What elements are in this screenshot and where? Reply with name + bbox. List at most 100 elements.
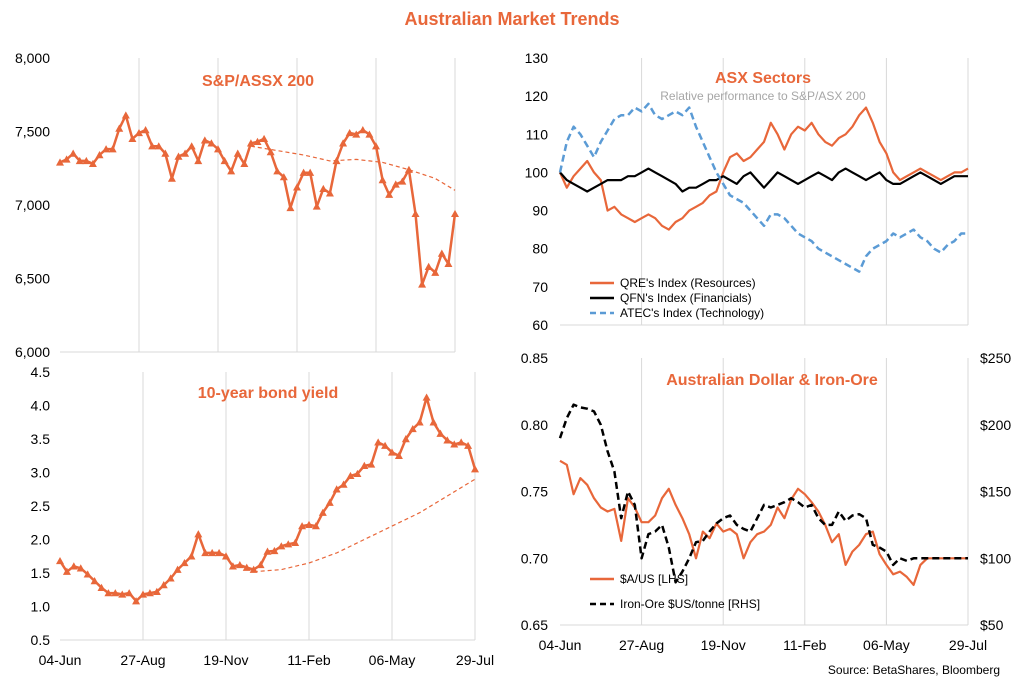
bond-x-tick-label: 04-Jun xyxy=(39,652,82,668)
asx200-data-point xyxy=(181,149,190,157)
bond-data-point xyxy=(69,562,78,570)
bond-data-point xyxy=(457,438,466,446)
bond-data-point xyxy=(443,436,452,444)
bond-x-tick-label: 29-Jul xyxy=(456,652,494,668)
bond-y-tick-label: 3.5 xyxy=(31,431,51,447)
bond-data-point xyxy=(194,530,203,538)
bond-data-point xyxy=(305,520,313,528)
asx200-data-point xyxy=(253,137,262,145)
asx200-y-tick-label: 8,000 xyxy=(15,50,50,66)
bond-y-tick-label: 0.5 xyxy=(31,632,51,648)
asx200-data-point xyxy=(411,209,420,218)
aud-y-tick-label: 0.75 xyxy=(521,484,548,500)
asx200-data-point xyxy=(135,128,143,137)
bond-data-point xyxy=(208,548,217,557)
bond-data-point xyxy=(62,567,71,575)
asx200-data-point xyxy=(293,183,301,191)
bond-data-point xyxy=(464,441,473,449)
asx200-y-tick-label: 7,000 xyxy=(15,197,50,213)
asx200-data-point xyxy=(431,268,440,276)
asx200-data-point xyxy=(69,149,78,157)
asx200-y-tick-label: 6,500 xyxy=(15,271,50,287)
aud-iron-ore-chart: 0.65 0.70 0.75 0.80 0.85 $50 $100 $150 $200 $250 0… xyxy=(521,350,1012,653)
bond-data-point xyxy=(284,540,293,548)
bond-data-point xyxy=(353,469,362,478)
aud-x-tick-label: 11-Feb xyxy=(783,637,827,653)
asx200-title: S&P/ASSX 200 xyxy=(202,73,314,90)
bond-series-1-line xyxy=(253,478,476,573)
bond-y-tick-label: 1.0 xyxy=(31,599,51,615)
sectors-y-tick-label: 120 xyxy=(525,88,549,104)
sectors-y-tick-label: 130 xyxy=(525,50,549,66)
aud-series-1-line xyxy=(558,403,968,584)
aud-y-tick-label: 0.80 xyxy=(521,417,548,433)
sectors-y-tick-label: 80 xyxy=(532,241,548,257)
bond-data-point xyxy=(346,471,355,480)
aud-series-0-line xyxy=(559,459,968,586)
asx200-data-point xyxy=(312,202,321,210)
aud-x-tick-label: 19-Nov xyxy=(701,637,746,653)
bond-data-point xyxy=(242,563,251,571)
bond-data-point xyxy=(360,461,369,469)
bond-data-point xyxy=(450,440,459,448)
sectors-legend-label-0: QRE's Index (Resources) xyxy=(620,276,756,290)
asx200-data-point xyxy=(62,155,71,163)
asx200-data-point xyxy=(102,145,111,153)
bond-data-point xyxy=(90,577,99,585)
asx200-data-point xyxy=(240,159,249,168)
bond-data-point xyxy=(367,460,376,468)
aud-y2-tick-label: $100 xyxy=(980,550,1011,566)
bond-data-point xyxy=(436,429,445,437)
aud-x-tick-label: 27-Aug xyxy=(619,637,664,653)
bond-data-point xyxy=(222,552,230,560)
bond-x-tick-label: 19-Nov xyxy=(203,652,248,668)
asx200-data-point xyxy=(398,177,407,185)
bond-data-point xyxy=(332,485,341,493)
aud-title: Australian Dollar & Iron-Ore xyxy=(666,372,878,389)
bond-data-point xyxy=(256,560,265,569)
sectors-series-1-line xyxy=(559,167,968,193)
asx200-data-point xyxy=(214,145,222,153)
aud-x-tick-label: 04-Jun xyxy=(539,637,582,653)
asx200-data-point xyxy=(451,209,459,218)
asx200-data-point xyxy=(260,134,269,143)
asx200-data-point xyxy=(161,149,170,157)
asx200-data-point xyxy=(325,189,334,197)
asx200-data-point xyxy=(227,167,236,175)
bond-data-point xyxy=(125,589,134,597)
bond-data-point xyxy=(339,480,348,488)
asx200-data-point xyxy=(352,130,361,138)
bond-data-point xyxy=(145,589,154,597)
bond-data-point xyxy=(270,546,279,555)
asx200-data-point xyxy=(115,124,124,132)
sectors-y-tick-label: 90 xyxy=(532,203,548,219)
sectors-legend-label-1: QFN's Index (Financials) xyxy=(620,291,752,305)
aud-y-tick-label: 0.65 xyxy=(521,617,548,633)
bond-data-point xyxy=(235,560,244,569)
sectors-y-tick-label: 110 xyxy=(526,126,549,142)
asx200-data-point xyxy=(339,139,348,147)
asx200-data-point xyxy=(194,156,203,165)
bond-data-point xyxy=(325,498,334,506)
bond-x-tick-label: 11-Feb xyxy=(287,652,331,668)
asx-sectors-chart: 60 70 80 90 100 110 120 130 ASX Sectors Relative … xyxy=(525,50,969,333)
sectors-series-2-line xyxy=(558,102,968,273)
asx200-data-point xyxy=(82,156,91,165)
bond-yield-chart: 0.5 1.0 1.5 2.0 2.5 3.0 3.5 4.0 4.5 04-Jun 27-Aug 1… xyxy=(31,364,495,668)
asx200-data-point xyxy=(95,151,104,159)
bond-data-point xyxy=(76,564,85,572)
asx200-data-point xyxy=(286,203,295,212)
bond-data-point xyxy=(215,548,224,557)
bond-data-point xyxy=(173,565,182,573)
aud-x-tick-label: 29-Jul xyxy=(949,637,987,653)
bond-data-point xyxy=(104,589,113,597)
asx200-data-point xyxy=(444,259,453,267)
asx200-data-point xyxy=(437,249,446,257)
asx200-data-point xyxy=(187,142,196,150)
bond-data-point xyxy=(311,522,320,530)
sectors-title: ASX Sectors xyxy=(715,70,811,87)
asx200-data-point xyxy=(418,280,427,288)
asx200-data-point xyxy=(154,142,163,150)
sectors-y-tick-label: 60 xyxy=(532,317,548,333)
bond-data-point xyxy=(152,587,161,595)
